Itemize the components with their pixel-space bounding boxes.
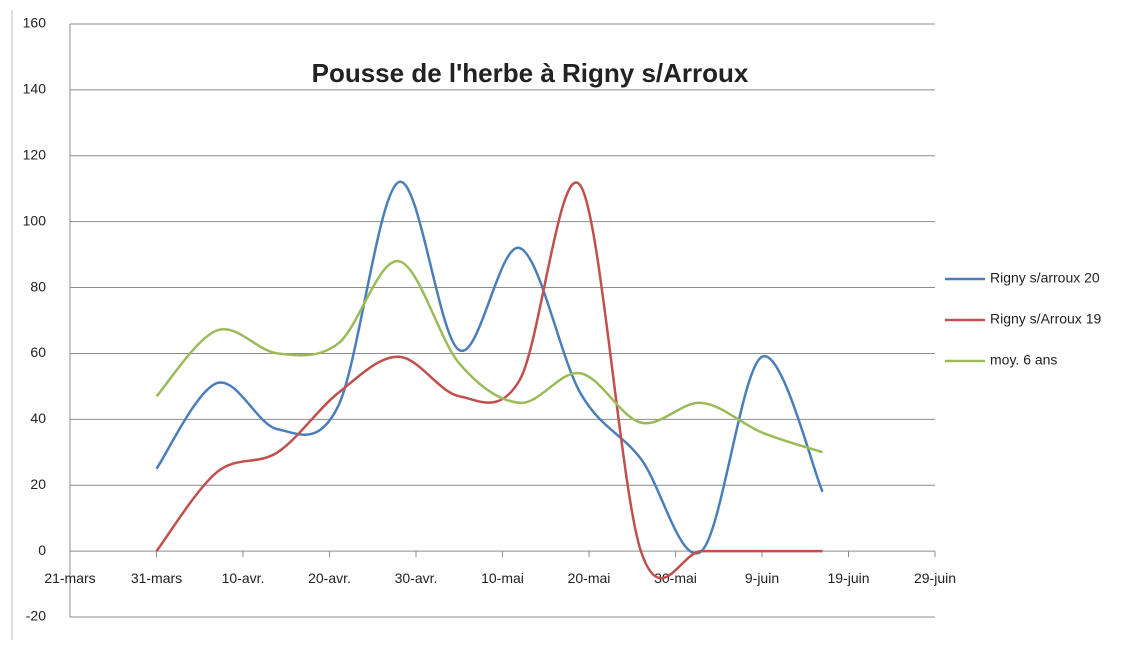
y-tick-label: 20 <box>30 476 46 492</box>
x-tick-label: 29-juin <box>914 570 956 586</box>
x-tick-label: 10-avr. <box>222 570 265 586</box>
legend-label: Rigny s/arroux 20 <box>990 270 1100 286</box>
y-tick-label: 40 <box>30 410 46 426</box>
x-tick-label: 21-mars <box>44 570 95 586</box>
series-line <box>155 259 823 454</box>
x-tick-label: 19-juin <box>827 570 869 586</box>
x-tick-label: 20-avr. <box>308 570 351 586</box>
y-tick-label: 140 <box>23 81 47 97</box>
x-tick-label: 30-avr. <box>395 570 438 586</box>
y-tick-label: 80 <box>30 278 46 294</box>
y-tick-label: 160 <box>23 15 47 31</box>
legend-label: moy. 6 ans <box>990 352 1057 368</box>
x-tick-label: 31-mars <box>131 570 182 586</box>
y-tick-label: 60 <box>30 344 46 360</box>
y-tick-label: -20 <box>26 608 46 624</box>
series-line <box>155 181 823 580</box>
y-tick-label: 100 <box>23 212 47 228</box>
x-tick-label: 9-juin <box>745 570 779 586</box>
y-tick-label: 0 <box>38 542 46 558</box>
series-line <box>155 180 824 555</box>
chart-title: Pousse de l'herbe à Rigny s/Arroux <box>312 58 749 88</box>
x-tick-label: 30-mai <box>654 570 697 586</box>
x-tick-label: 20-mai <box>568 570 611 586</box>
legend-label: Rigny s/Arroux 19 <box>990 311 1101 327</box>
y-tick-label: 120 <box>23 146 47 162</box>
x-tick-label: 10-mai <box>481 570 524 586</box>
